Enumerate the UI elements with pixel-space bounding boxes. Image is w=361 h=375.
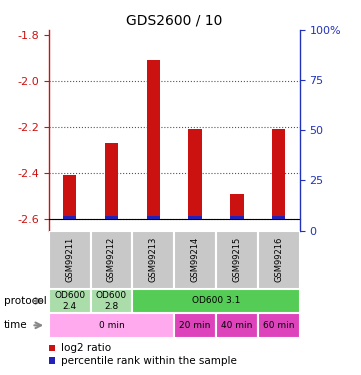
Bar [91,289,132,313]
Bar [147,60,160,219]
Text: 20 min: 20 min [179,321,211,330]
Text: protocol: protocol [4,296,46,306]
Bar [49,289,91,313]
Text: 60 min: 60 min [263,321,295,330]
Bar [63,216,76,219]
Text: 40 min: 40 min [221,321,253,330]
Bar [91,231,132,289]
Bar [188,216,202,219]
Bar [105,216,118,219]
Bar [63,175,76,219]
Text: GSM99212: GSM99212 [107,237,116,282]
Bar [188,129,202,219]
Bar [258,231,300,289]
Bar [132,289,300,313]
Bar [272,129,286,219]
Text: GSM99211: GSM99211 [65,237,74,282]
Bar [216,313,258,338]
Text: OD600
2.4: OD600 2.4 [54,291,85,310]
Bar [174,231,216,289]
Bar [105,143,118,219]
Text: time: time [4,320,27,330]
Text: GSM99216: GSM99216 [274,237,283,282]
Bar [258,313,300,338]
Text: GSM99213: GSM99213 [149,237,158,282]
Bar [230,194,244,219]
Text: GSM99214: GSM99214 [191,237,200,282]
Bar [216,231,258,289]
Text: log2 ratio: log2 ratio [61,343,111,353]
Bar [132,231,174,289]
Text: OD600
2.8: OD600 2.8 [96,291,127,310]
Text: 0 min: 0 min [99,321,124,330]
Text: percentile rank within the sample: percentile rank within the sample [61,356,236,366]
Bar [147,216,160,219]
Bar [49,313,174,338]
Title: GDS2600 / 10: GDS2600 / 10 [126,13,222,27]
Text: OD600 3.1: OD600 3.1 [192,296,240,305]
Bar [49,231,91,289]
Bar [272,216,286,219]
Text: GSM99215: GSM99215 [232,237,242,282]
Bar [230,216,244,219]
Bar [174,313,216,338]
